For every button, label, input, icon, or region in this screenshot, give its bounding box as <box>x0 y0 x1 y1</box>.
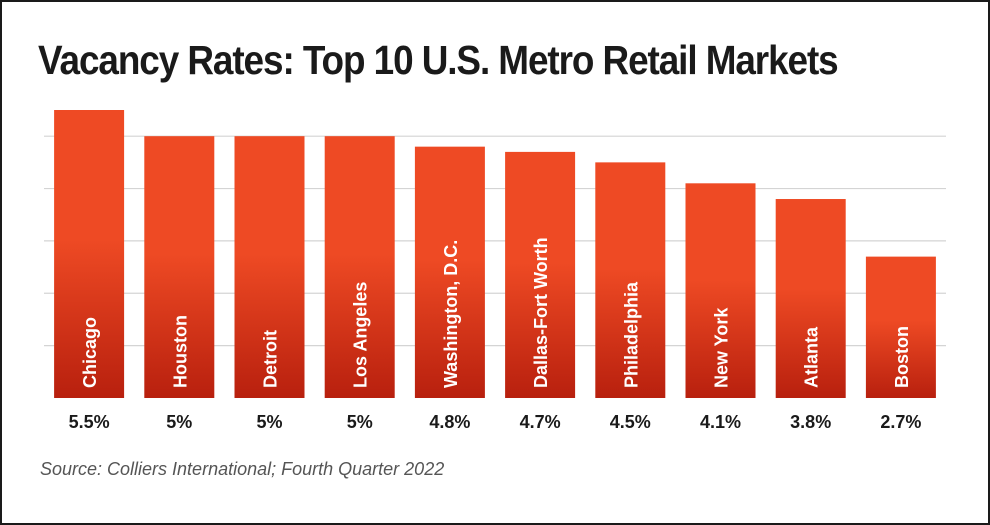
value-labels: 5.5% 5% 5% 5% 4.8% 4.7% 4.5% 4.1% 3.8% 2.7% <box>69 412 922 432</box>
category-label: Chicago <box>80 317 100 388</box>
source-note: Source: Colliers International; Fourth Q… <box>40 459 445 479</box>
category-label: Dallas-Fort Worth <box>531 237 551 388</box>
bar-new-york <box>685 183 756 398</box>
value-label: 4.1% <box>700 412 741 432</box>
value-label: 3.8% <box>790 412 831 432</box>
bar-detroit <box>234 136 305 398</box>
bar-philadelphia <box>595 162 666 398</box>
category-label: New York <box>712 307 732 388</box>
category-label: Atlanta <box>802 326 822 388</box>
bars <box>54 110 936 398</box>
category-label: Boston <box>892 326 912 388</box>
value-label: 4.5% <box>610 412 651 432</box>
bar-washington-d-c <box>414 146 485 398</box>
category-label: Los Angeles <box>351 282 371 388</box>
category-label: Washington, D.C. <box>441 240 461 388</box>
value-label: 5% <box>347 412 373 432</box>
category-label: Detroit <box>261 330 281 388</box>
bar-dallas-fort-worth <box>505 151 576 398</box>
bar-chicago <box>54 110 125 398</box>
bar-atlanta <box>775 199 846 398</box>
value-label: 4.8% <box>429 412 470 432</box>
bar-los-angeles <box>324 136 395 398</box>
value-label: 5% <box>256 412 282 432</box>
value-label: 2.7% <box>880 412 921 432</box>
value-label: 4.7% <box>520 412 561 432</box>
bar-boston <box>865 256 936 398</box>
bar-houston <box>144 136 215 398</box>
value-label: 5% <box>166 412 192 432</box>
chart-title: Vacancy Rates: Top 10 U.S. Metro Retail … <box>38 37 839 83</box>
category-label: Houston <box>170 315 190 388</box>
value-label: 5.5% <box>69 412 110 432</box>
category-label: Philadelphia <box>621 281 641 388</box>
category-labels: Chicago Houston Detroit Los Angeles Washingt… <box>80 237 912 388</box>
